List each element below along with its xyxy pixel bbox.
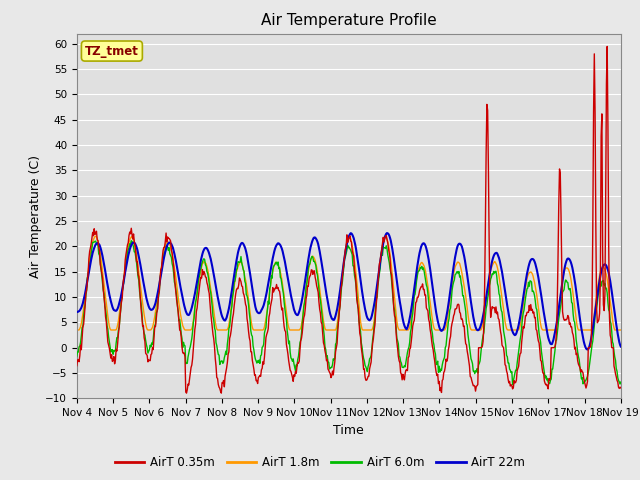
- Text: TZ_tmet: TZ_tmet: [85, 45, 139, 58]
- X-axis label: Time: Time: [333, 424, 364, 437]
- Y-axis label: Air Temperature (C): Air Temperature (C): [29, 155, 42, 277]
- Title: Air Temperature Profile: Air Temperature Profile: [261, 13, 436, 28]
- Legend: AirT 0.35m, AirT 1.8m, AirT 6.0m, AirT 22m: AirT 0.35m, AirT 1.8m, AirT 6.0m, AirT 2…: [110, 452, 530, 474]
